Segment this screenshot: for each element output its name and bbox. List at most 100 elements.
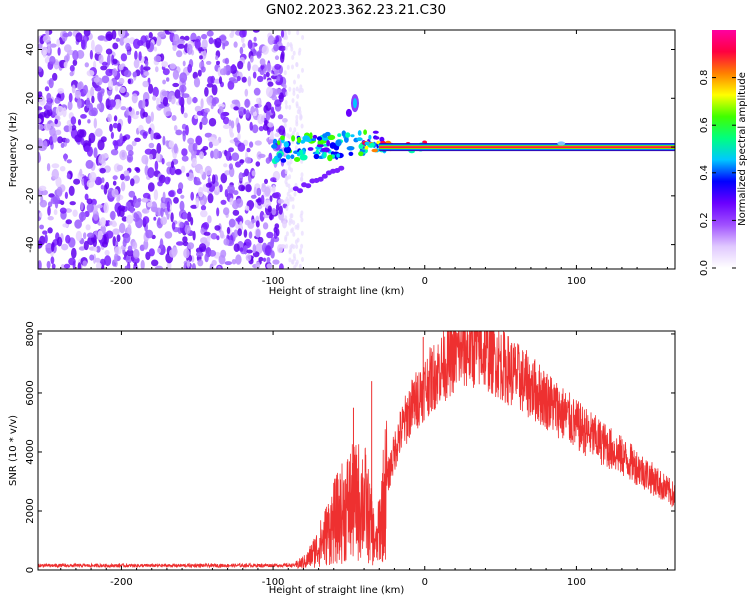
noise-speckle: [126, 51, 131, 56]
noise-speckle: [251, 124, 259, 134]
noise-speckle: [181, 86, 185, 97]
noise-speckle: [101, 177, 105, 184]
noise-speckle: [176, 188, 183, 195]
noise-speckle: [118, 77, 125, 85]
noise-speckle: [173, 125, 178, 131]
noise-speckle: [287, 30, 291, 36]
noise-speckle: [142, 80, 149, 88]
noise-speckle: [87, 232, 95, 238]
noise-speckle: [71, 84, 76, 94]
noise-speckle: [38, 152, 41, 163]
noise-speckle: [235, 198, 244, 208]
noise-speckle: [254, 140, 262, 146]
noise-speckle: [264, 245, 272, 257]
noise-speckle: [195, 197, 200, 209]
noise-speckle: [153, 46, 158, 52]
noise-speckle: [285, 243, 289, 249]
noise-speckle: [98, 154, 106, 165]
noise-speckle: [40, 46, 48, 56]
spectrogram-y-tick-label: 40: [25, 43, 36, 56]
transition-blob: [346, 146, 355, 151]
noise-speckle: [278, 125, 286, 136]
noise-speckle: [182, 131, 186, 142]
noise-speckle: [157, 217, 162, 226]
noise-speckle: [275, 204, 280, 211]
noise-speckle: [236, 122, 241, 134]
noise-speckle: [104, 249, 110, 256]
noise-speckle: [194, 180, 202, 186]
noise-speckle: [84, 145, 91, 152]
noise-speckle: [108, 99, 116, 108]
noise-speckle: [159, 238, 164, 250]
noise-speckle: [166, 201, 170, 212]
noise-speckle: [95, 245, 101, 253]
transition-blob: [364, 141, 370, 146]
noise-speckle: [264, 178, 268, 184]
noise-speckle: [218, 76, 223, 85]
noise-speckle: [285, 231, 289, 237]
snr-y-tick-label: 8000: [25, 321, 36, 346]
noise-speckle: [168, 30, 177, 33]
noise-speckle: [71, 247, 77, 259]
noise-speckle: [63, 263, 71, 269]
noise-speckle: [168, 140, 175, 148]
noise-speckle: [270, 177, 277, 183]
noise-speckle: [202, 146, 209, 151]
noise-speckle: [98, 54, 104, 64]
noise-speckle: [152, 95, 157, 101]
transition-blob: [313, 153, 320, 160]
noise-speckle: [51, 263, 56, 269]
noise-speckle: [128, 106, 132, 112]
noise-speckle: [95, 262, 102, 269]
noise-speckle: [97, 230, 103, 241]
spectrogram-x-tick-label: -200: [110, 276, 133, 287]
noise-speckle: [160, 216, 167, 225]
noise-speckle: [186, 96, 192, 105]
noise-speckle: [293, 79, 296, 85]
noise-speckle: [207, 76, 214, 85]
noise-speckle: [293, 127, 297, 133]
transition-blob: [329, 142, 336, 149]
noise-speckle: [156, 142, 162, 154]
noise-speckle: [208, 37, 214, 45]
noise-speckle: [202, 222, 210, 230]
transition-blob: [364, 145, 369, 150]
transition-blob: [296, 151, 301, 157]
transition-blob: [277, 140, 281, 146]
noise-speckle: [300, 217, 304, 223]
noise-speckle: [100, 65, 108, 71]
noise-speckle: [109, 123, 113, 132]
noise-speckle: [77, 119, 82, 126]
noise-speckle: [145, 229, 154, 239]
noise-speckle: [300, 243, 304, 249]
noise-speckle: [197, 259, 204, 267]
noise-speckle: [231, 64, 236, 71]
lower-branch-blob: [338, 165, 345, 171]
noise-speckle: [299, 84, 303, 90]
noise-speckle: [226, 226, 231, 235]
transition-blob: [297, 136, 301, 144]
noise-speckle: [296, 131, 299, 137]
noise-speckle: [274, 63, 281, 70]
transition-blob: [283, 146, 292, 154]
noise-speckle: [79, 168, 83, 177]
noise-speckle: [296, 225, 300, 231]
noise-speckle: [291, 98, 295, 104]
noise-speckle: [224, 57, 230, 65]
noise-speckle: [301, 67, 304, 73]
noise-speckle: [45, 244, 53, 248]
noise-speckle: [288, 86, 292, 92]
noise-speckle: [194, 38, 201, 49]
transition-blob: [280, 135, 285, 141]
noise-speckle: [64, 191, 68, 199]
noise-speckle: [256, 97, 260, 104]
noise-speckle: [255, 243, 263, 255]
noise-speckle: [124, 175, 130, 181]
noise-speckle: [87, 119, 91, 124]
noise-speckle: [299, 213, 303, 219]
noise-speckle: [235, 217, 242, 222]
noise-speckle: [186, 260, 191, 269]
transition-blob: [327, 154, 333, 162]
noise-speckle: [91, 39, 95, 51]
noise-speckle: [207, 177, 211, 185]
